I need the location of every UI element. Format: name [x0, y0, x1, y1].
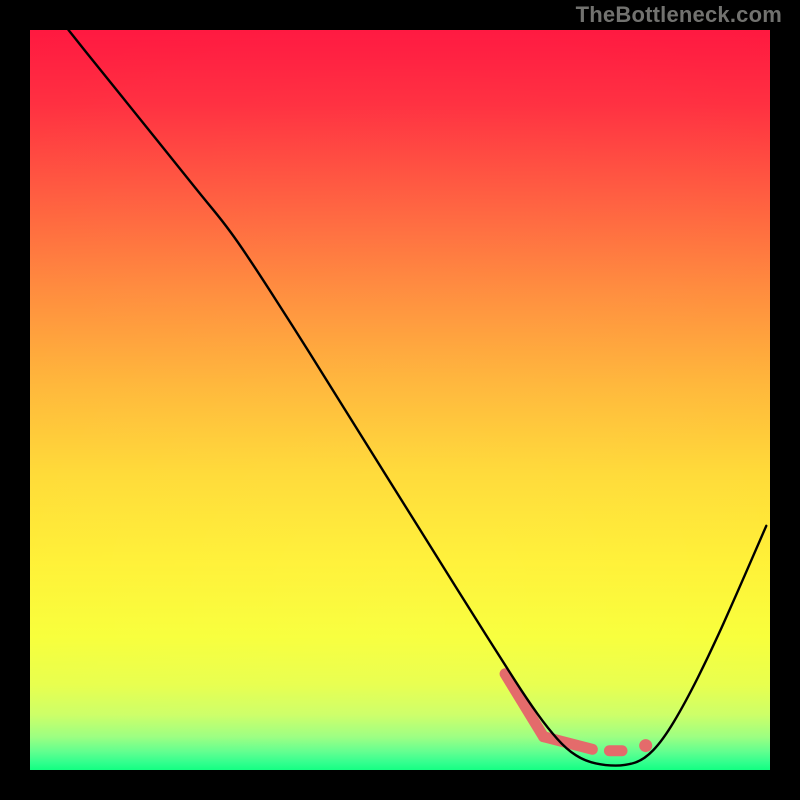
plot-glow-overlay: [30, 30, 770, 770]
bottleneck-curve-chart: [0, 0, 800, 800]
chart-frame: TheBottleneck.com: [0, 0, 800, 800]
highlight-dot: [639, 739, 652, 752]
